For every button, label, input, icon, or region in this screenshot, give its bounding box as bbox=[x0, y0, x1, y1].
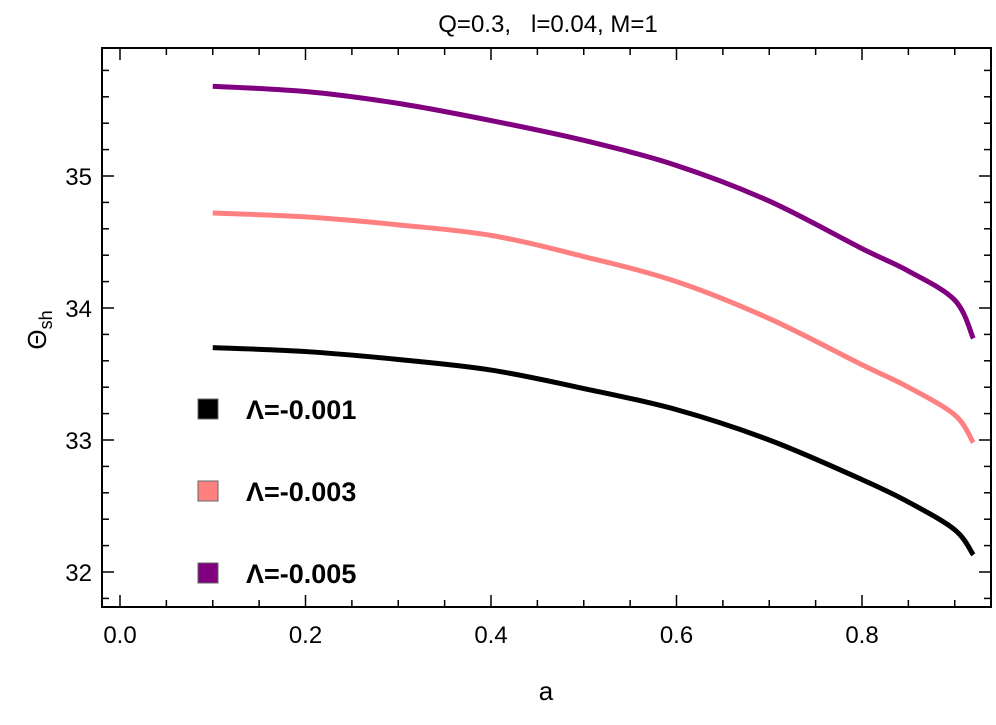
legend-swatch bbox=[197, 562, 219, 584]
legend-label: Λ=-0.001 bbox=[246, 395, 356, 425]
ticks: 0.0 0.2 0.4 0.6 0.8 32 33 34 35 bbox=[65, 48, 991, 649]
x-tick-label: 0.0 bbox=[103, 622, 136, 649]
x-tick-label: 0.6 bbox=[660, 622, 693, 649]
y-tick-label: 33 bbox=[65, 428, 92, 455]
x-tick-label: 0.8 bbox=[845, 622, 878, 649]
x-tick-label: 0.4 bbox=[474, 622, 507, 649]
y-tick-label: 35 bbox=[65, 164, 92, 191]
legend-swatch bbox=[197, 480, 219, 502]
y-tick-label: 34 bbox=[65, 296, 92, 323]
x-tick-label: 0.2 bbox=[289, 622, 322, 649]
series-line-3 bbox=[212, 83, 976, 340]
series-line-2 bbox=[212, 210, 976, 445]
y-tick-label: 32 bbox=[65, 560, 92, 587]
series-line-1 bbox=[212, 345, 976, 557]
legend-label: Λ=-0.003 bbox=[246, 477, 356, 507]
chart-title: Q=0.3, l=0.04, M=1 bbox=[438, 11, 657, 38]
legend-label: Λ=-0.005 bbox=[246, 559, 356, 589]
y-axis-label: Θsh bbox=[22, 310, 56, 349]
curves bbox=[212, 83, 976, 557]
legend: Λ=-0.001 Λ=-0.003 Λ=-0.005 bbox=[197, 395, 356, 589]
svg-text:Θsh: Θsh bbox=[22, 310, 56, 349]
x-axis-label: a bbox=[539, 676, 554, 706]
y-axis-label-sub: sh bbox=[36, 310, 56, 329]
legend-swatch bbox=[197, 398, 219, 420]
plot-frame bbox=[101, 47, 992, 608]
y-axis-label-main: Θ bbox=[22, 329, 52, 349]
